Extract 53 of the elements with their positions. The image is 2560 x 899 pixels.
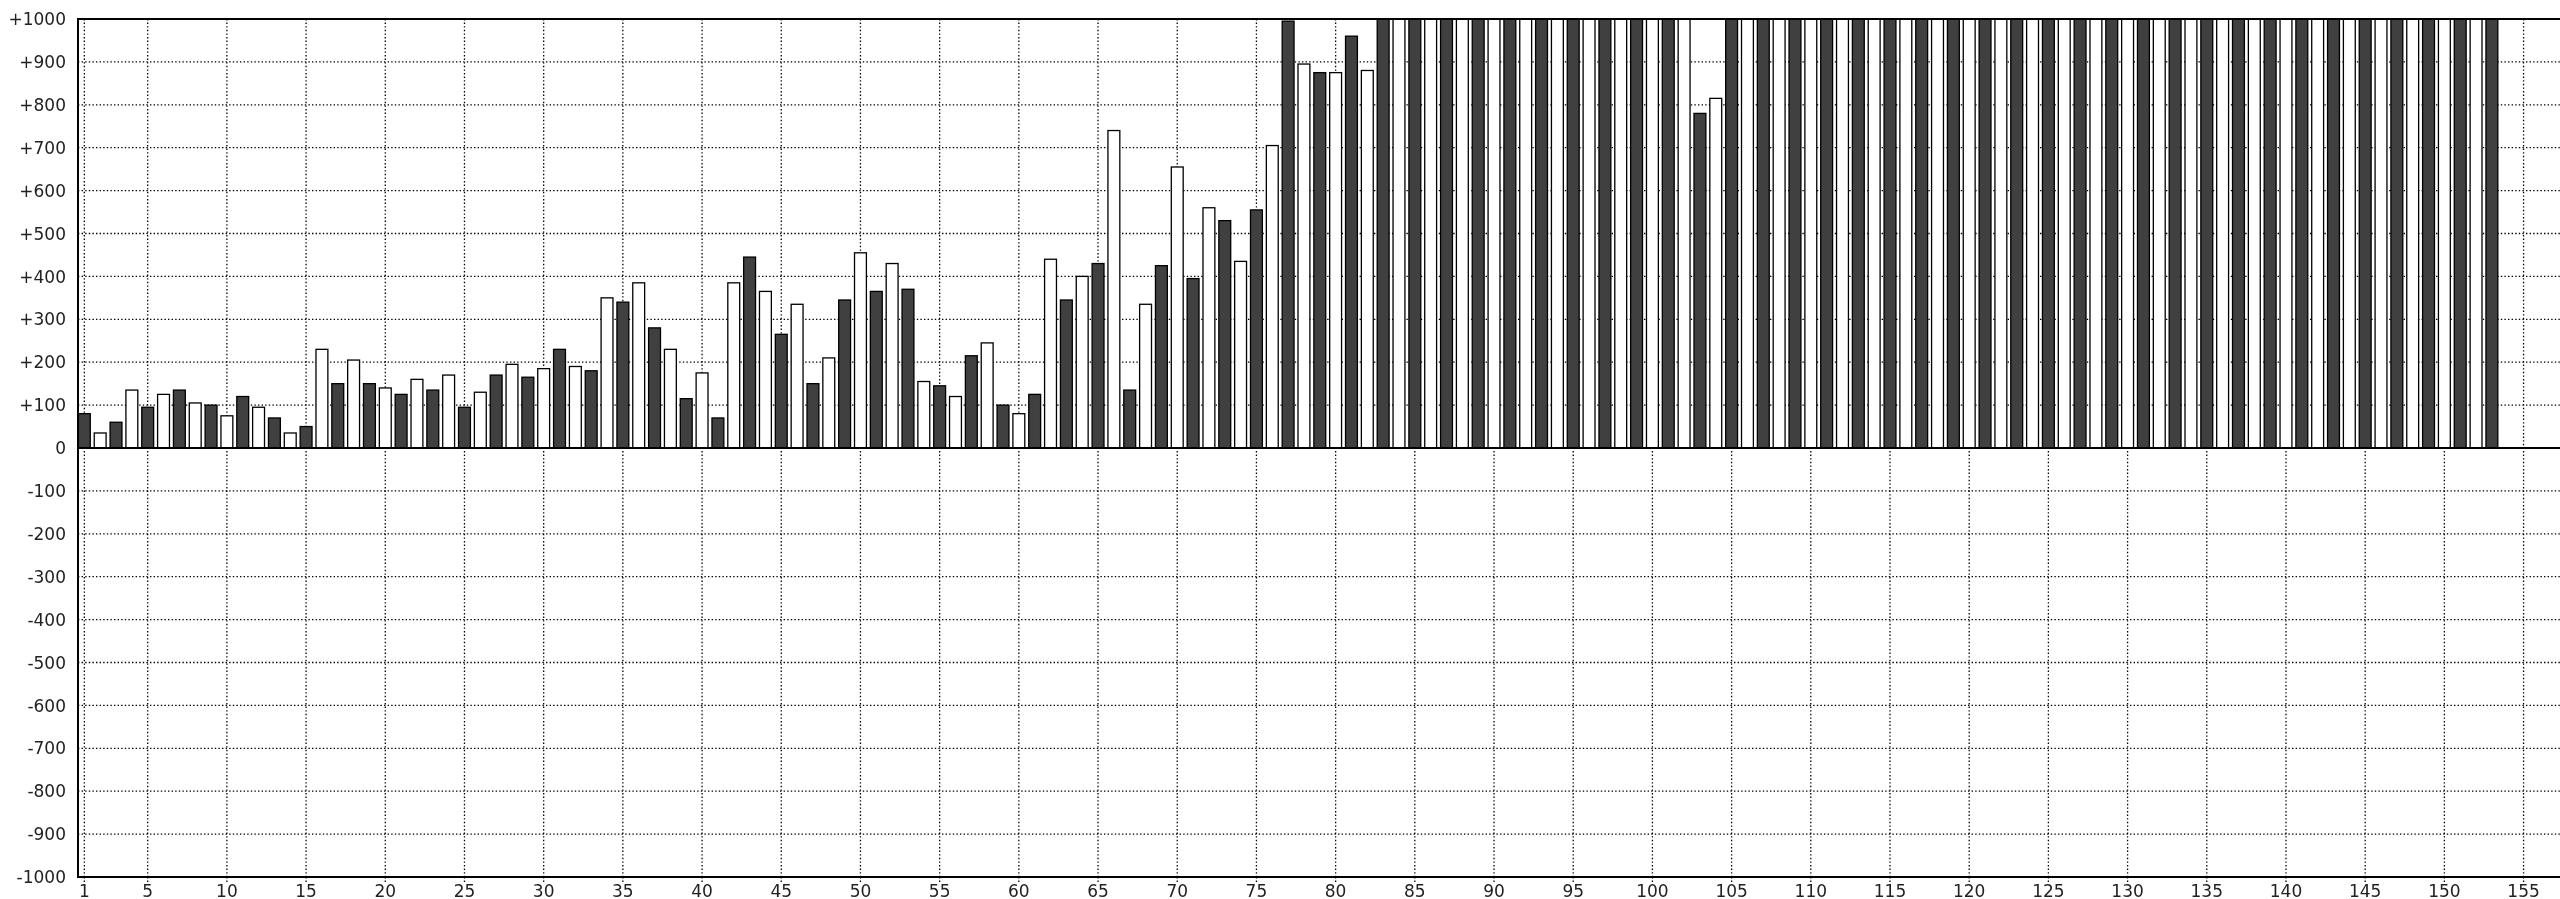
x-tick-label: 10 [216,881,238,899]
y-tick-label: -1000 [16,867,66,888]
y-tick-label: -900 [27,824,66,845]
x-tick-label: 45 [770,881,793,899]
x-tick-label: 1 [78,881,90,899]
x-tick-label: 65 [1087,881,1109,899]
x-tick-label: 95 [1562,881,1585,899]
y-tick-label: 0 [55,438,66,459]
y-tick-label: -700 [27,738,66,759]
y-tick-label: +700 [19,137,66,158]
x-tick-label: 5 [142,881,154,899]
x-tick-label: 25 [453,881,476,899]
x-tick-label: 155 [2507,881,2540,899]
x-tick-label: 120 [1952,881,1986,899]
x-tick-label: 125 [2032,881,2065,899]
x-tick-label: 80 [1324,881,1347,899]
x-tick-label: 40 [691,881,713,899]
y-tick-label: +400 [19,266,66,287]
x-tick-label: 145 [2348,881,2382,899]
x-tick-label: 150 [2428,881,2461,899]
y-tick-label: +800 [19,94,66,115]
x-tick-label: 75 [1245,881,1268,899]
x-tick-label: 105 [1715,881,1748,899]
x-tick-label: 130 [2111,881,2144,899]
x-tick-label: 135 [2190,881,2224,899]
x-tick-label: 115 [1873,881,1907,899]
y-tick-label: -800 [27,781,66,802]
x-tick-label: 15 [295,881,317,899]
y-tick-label: -300 [27,566,66,587]
y-tick-label: -200 [27,523,66,544]
x-tick-label: 140 [2269,881,2303,899]
y-tick-label: -600 [27,695,66,716]
x-tick-label: 50 [849,881,872,899]
y-tick-label: +200 [19,352,66,373]
x-tick-label: 110 [1794,881,1828,899]
x-tick-label: 70 [1166,881,1189,899]
y-tick-label: -400 [27,609,66,630]
y-tick-label: -100 [27,481,66,502]
x-tick-label: 90 [1483,881,1505,899]
x-tick-label: 100 [1636,881,1669,899]
y-tick-label: +900 [19,52,66,73]
x-tick-label: 60 [1008,881,1030,899]
y-tick-label: +600 [19,180,66,201]
x-tick-label: 30 [532,881,555,899]
x-tick-label: 85 [1404,881,1426,899]
y-tick-label: +500 [19,223,66,244]
y-tick-label: +300 [19,309,66,330]
y-tick-label: +1000 [8,9,66,30]
y-tick-label: -500 [27,652,66,673]
x-tick-label: 35 [612,881,634,899]
x-tick-label: 20 [374,881,397,899]
x-tick-label: 55 [928,881,951,899]
y-tick-label: +100 [19,395,66,416]
